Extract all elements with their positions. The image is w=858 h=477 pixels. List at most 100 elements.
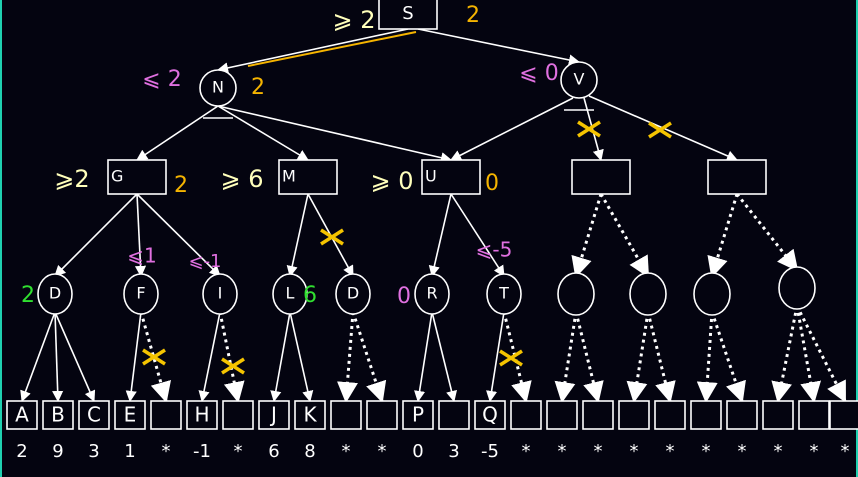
level3-node-circle — [202, 273, 238, 315]
level2-value: 2 — [174, 173, 188, 198]
edge-l3-leaf — [795, 305, 847, 403]
leaf-value: * — [594, 441, 603, 462]
leaf-node-label: A — [15, 403, 29, 427]
edge-s-n — [216, 28, 409, 74]
edge-l3-leaf — [270, 311, 291, 403]
leaf-node-box — [258, 400, 290, 430]
prune-mark — [499, 349, 523, 367]
leaf-value: * — [774, 441, 783, 462]
leaf-node-box — [78, 400, 110, 430]
level1-node-circle — [199, 69, 237, 107]
leaf-node-label: E — [124, 403, 137, 427]
root-bound: ⩾ 2 — [332, 6, 375, 34]
leaf-node-box — [294, 400, 326, 430]
edge-l3-leaf — [198, 311, 221, 403]
level3-node-label: T — [498, 284, 509, 303]
edge-l3-leaf — [52, 311, 64, 403]
level2-bound: ⩾2 — [54, 165, 89, 193]
leaf-node-label: H — [194, 403, 209, 427]
tree-nodes — [6, 0, 858, 430]
leaf-value: 3 — [88, 441, 99, 462]
leaf-node-box — [762, 400, 794, 430]
leaf-node-box — [186, 400, 218, 430]
leaf-node-label: J — [269, 403, 277, 427]
leaf-node-label: B — [51, 403, 65, 427]
level2-node-label: G — [111, 167, 123, 186]
leaf-node-box — [402, 400, 434, 430]
edge-l3-leaf — [574, 311, 604, 404]
leaf-node-box — [829, 400, 858, 430]
leaf-node-box — [618, 400, 650, 430]
leaf-value: -1 — [193, 441, 211, 462]
level2-node-box — [107, 159, 167, 195]
leaf-value: 3 — [448, 441, 459, 462]
level1-node-label: V — [574, 70, 585, 89]
level3-node-circle — [693, 272, 731, 316]
edge-n-child — [217, 105, 309, 161]
level3-node-circle — [629, 272, 667, 316]
leaf-node-box — [366, 400, 398, 430]
level2-bound: ⩾ 0 — [370, 167, 413, 195]
best-path-highlight — [247, 31, 417, 67]
level3-node-circle — [557, 272, 595, 316]
leaf-node-box — [474, 400, 506, 430]
level3-node-circle — [37, 273, 73, 315]
level3-bound: ⩽1 — [127, 244, 156, 268]
leaf-value: 2 — [16, 441, 27, 462]
edge-l3-leaf — [431, 311, 458, 403]
edge-v-u — [450, 97, 574, 161]
leaf-node-box — [690, 400, 722, 430]
edge-l3-leaf — [351, 311, 387, 403]
leaf-value: * — [841, 441, 850, 462]
leaf-value: 0 — [412, 441, 423, 462]
level3-node-label: D — [49, 284, 61, 303]
edge-l3-leaf — [139, 311, 171, 404]
leaf-node-box — [654, 400, 686, 430]
prune-mark — [577, 120, 601, 138]
level3-node-circle — [123, 273, 159, 315]
leaf-value: 9 — [52, 441, 63, 462]
edge-l3-leaf — [20, 311, 56, 403]
edge-l3-leaf — [289, 311, 314, 403]
leaf-node-box — [42, 400, 74, 430]
leaf-node-box — [114, 400, 146, 430]
edge-l3-leaf — [710, 311, 746, 403]
leaf-value: -5 — [481, 441, 499, 462]
level3-value: 2 — [21, 283, 35, 308]
level1-node-circle — [560, 61, 598, 99]
leaf-node-label: P — [412, 403, 424, 427]
edge-l2-l3 — [286, 193, 309, 278]
root-node-label: S — [402, 3, 413, 24]
level3-node-label: D — [347, 284, 359, 303]
level3-node-circle — [335, 273, 371, 315]
leaf-node-box — [438, 400, 470, 430]
edge-l2-l3 — [735, 193, 799, 272]
level3-node-label: R — [426, 284, 437, 303]
level1-bound: ⩽ 0 — [519, 61, 558, 86]
level2-bound: ⩾ 6 — [220, 165, 263, 193]
leaf-value: * — [738, 441, 747, 462]
leaf-node-box — [798, 400, 830, 430]
leaf-node-label: K — [303, 403, 317, 427]
edge-l2-l3 — [134, 193, 147, 278]
prune-marks — [142, 120, 672, 375]
edge-l2-l3 — [136, 193, 221, 277]
leaf-value: * — [558, 441, 567, 462]
leaf-node-box — [6, 400, 38, 430]
leaf-value: * — [702, 441, 711, 462]
leaf-value: * — [378, 441, 387, 462]
leaf-node-box — [582, 400, 614, 430]
level2-node-label: M — [282, 167, 296, 186]
edge-l2-l3 — [571, 193, 603, 279]
edge-l2-l3 — [599, 193, 650, 278]
edge-l3-leaf — [54, 311, 96, 403]
tree-labels: S ⩾ 2 2 N V ⩽ 2 2 ⩽ 0 G M U ⩾2 2 ⩾ 6 ⩾ 0 0 D F I L D R T 2 ⩽1 ⩽-1… — [15, 3, 849, 462]
edge-l3-leaf — [502, 311, 532, 404]
level3-node-circle — [778, 266, 816, 310]
level3-value: 6 — [303, 283, 317, 308]
level1-value: 2 — [251, 75, 265, 100]
edge-l3-leaf — [626, 311, 650, 404]
edge-l3-leaf — [696, 311, 718, 404]
level3-node-circle — [414, 273, 450, 315]
